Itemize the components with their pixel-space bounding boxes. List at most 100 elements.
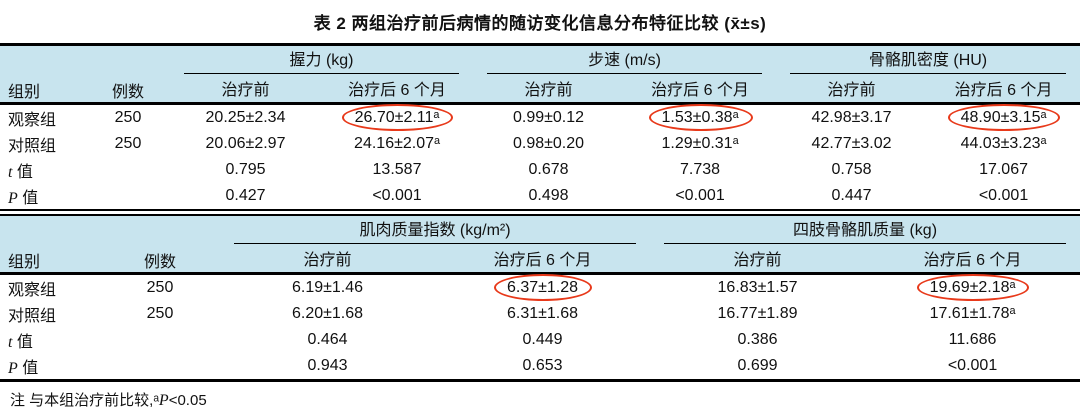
value-cell: 1.53±0.38ᵃ: [624, 104, 776, 131]
value-cell: 0.795: [170, 157, 321, 183]
sample-size-cell: 250: [114, 135, 142, 152]
value: <0.001: [978, 187, 1029, 204]
footnote-p-italic: P: [158, 392, 169, 408]
value: 0.678: [528, 161, 569, 178]
data-row-control: 对照组 250 20.06±2.97 24.16±2.07ᵃ 0.98±0.20…: [0, 131, 1080, 157]
table-footnote: 注 与本组治疗前比较,ᵃP<0.05: [0, 382, 1080, 408]
value-cell: 0.943: [220, 353, 435, 381]
value-cell: 1.29±0.31ᵃ: [624, 131, 776, 157]
group-header-underline: 肌肉质量指数 (kg/m²): [234, 216, 637, 244]
subcol-post-6mo: 治疗后 6 个月: [624, 74, 777, 105]
col-header-gait-speed: 步速 (m/s): [473, 44, 777, 74]
sample-size-cell: [100, 327, 220, 353]
value-circled: 1.53±0.38ᵃ: [648, 104, 753, 131]
value: 42.98±3.17: [811, 109, 892, 126]
value-cell: 0.386: [650, 327, 865, 353]
sample-size-cell: 250: [114, 109, 142, 126]
subcol-pre-treatment: 治疗前: [650, 244, 866, 275]
table-title: 表 2 两组治疗前后病情的随访变化信息分布特征比较 (x̄±s): [313, 14, 767, 33]
header-group-row: 组别 例数 肌肉质量指数 (kg/m²) 四肢骨骼肌质量 (kg): [0, 216, 1080, 275]
value: 0.943: [307, 357, 348, 374]
stat-row-p: P 值 0.943 0.653 0.699 <0.001: [0, 353, 1080, 381]
value: 0.427: [225, 187, 266, 204]
value-cell: 6.37±1.28: [435, 274, 650, 301]
col-header-muscle-mass-index: 肌肉质量指数 (kg/m²): [220, 216, 651, 244]
row-label-italic: t: [8, 164, 13, 181]
value-cell: 7.738: [624, 157, 776, 183]
value-cell: 0.678: [473, 157, 624, 183]
subcol-pre-treatment: 治疗前: [220, 244, 435, 275]
group-header-underline: 四肢骨骼肌质量 (kg): [664, 216, 1067, 244]
col-header-grip-strength: 握力 (kg): [170, 44, 474, 74]
section-divider-double-rule: [0, 209, 1080, 216]
header-group-row: 组别 例数 握力 (kg) 步速 (m/s) 骨骼肌密度 (HU): [0, 44, 1080, 105]
value-cell: 20.06±2.97: [170, 131, 321, 157]
value-cell: <0.001: [321, 183, 473, 209]
section1-body: 观察组 250 20.25±2.34 26.70±2.11ᵃ 0.99±0.12…: [0, 104, 1080, 210]
value: 0.653: [522, 357, 563, 374]
stat-row-t: t 值 0.464 0.449 0.386 11.686: [0, 327, 1080, 353]
value: 0.464: [307, 331, 348, 348]
value-cell: 20.25±2.34: [170, 104, 321, 132]
value-cell: 0.427: [170, 183, 321, 209]
value-cell: 16.77±1.89: [650, 301, 865, 327]
sample-size-cell: [86, 183, 170, 209]
value-cell: 0.464: [220, 327, 435, 353]
value-cell: 11.686: [865, 327, 1080, 353]
value-circled: 26.70±2.11ᵃ: [341, 104, 454, 131]
row-label-cell: t 值: [0, 327, 100, 353]
value: 0.386: [737, 331, 778, 348]
data-row-observation: 观察组 250 20.25±2.34 26.70±2.11ᵃ 0.99±0.12…: [0, 104, 1080, 132]
footnote-suffix: <0.05: [168, 392, 207, 408]
sample-size-cell: [86, 157, 170, 183]
group-header-underline: 握力 (kg): [184, 46, 460, 74]
value: 6.20±1.68: [291, 305, 364, 322]
col-header-n: 例数: [100, 216, 220, 275]
value: 0.498: [528, 187, 569, 204]
value: 6.19±1.46: [291, 279, 364, 296]
value: 20.06±2.97: [205, 135, 286, 152]
col-header-group: 组别: [0, 44, 86, 105]
followup-table-section1: 组别 例数 握力 (kg) 步速 (m/s) 骨骼肌密度 (HU) 治疗前 治疗…: [0, 43, 1080, 209]
value-cell: 6.31±1.68: [435, 301, 650, 327]
group-header-underline: 步速 (m/s): [487, 46, 763, 74]
sample-size-cell: [100, 353, 220, 381]
value-cell: 16.83±1.57: [650, 274, 865, 302]
value-circled: 48.90±3.15ᵃ: [947, 104, 1061, 131]
sample-size-cell: 250: [146, 279, 174, 296]
row-label: 对照组: [8, 308, 57, 325]
row-label-cell: 对照组: [0, 301, 100, 327]
section1-header: 组别 例数 握力 (kg) 步速 (m/s) 骨骼肌密度 (HU) 治疗前 治疗…: [0, 44, 1080, 105]
value-cell: 0.447: [776, 183, 927, 209]
col-header-muscle-density: 骨骼肌密度 (HU): [776, 44, 1080, 74]
value-cell: 24.16±2.07ᵃ: [321, 131, 473, 157]
value: 0.99±0.12: [512, 109, 585, 126]
col-header-limb-muscle-mass: 四肢骨骼肌质量 (kg): [650, 216, 1080, 244]
row-label-cell: 对照组: [0, 131, 86, 157]
subcol-post-6mo: 治疗后 6 个月: [321, 74, 474, 105]
value-cell: <0.001: [865, 353, 1080, 381]
value: 0.795: [225, 161, 266, 178]
value-cell: 0.449: [435, 327, 650, 353]
sample-size-cell: 250: [146, 305, 174, 322]
row-label: 值: [12, 334, 33, 351]
value: 0.447: [831, 187, 872, 204]
value-cell: <0.001: [927, 183, 1080, 209]
row-label-cell: P 值: [0, 183, 86, 209]
value: 24.16±2.07ᵃ: [354, 135, 440, 152]
value-cell: 13.587: [321, 157, 473, 183]
value-cell: 48.90±3.15ᵃ: [927, 104, 1080, 131]
row-label-cell: 观察组: [0, 104, 86, 132]
value-circled: 6.37±1.28: [493, 274, 593, 301]
row-label: 值: [17, 190, 39, 207]
row-label-italic: t: [8, 334, 13, 351]
value: 11.686: [948, 331, 997, 348]
value: 44.03±3.23ᵃ: [960, 135, 1047, 152]
value-cell: 42.98±3.17: [776, 104, 927, 132]
row-label: 值: [17, 360, 39, 377]
value: 20.25±2.34: [205, 109, 286, 126]
subcol-post-6mo: 治疗后 6 个月: [435, 244, 651, 275]
value-cell: 0.98±0.20: [473, 131, 624, 157]
value: 17.61±1.78ᵃ: [929, 305, 1016, 322]
value: 0.699: [737, 357, 778, 374]
